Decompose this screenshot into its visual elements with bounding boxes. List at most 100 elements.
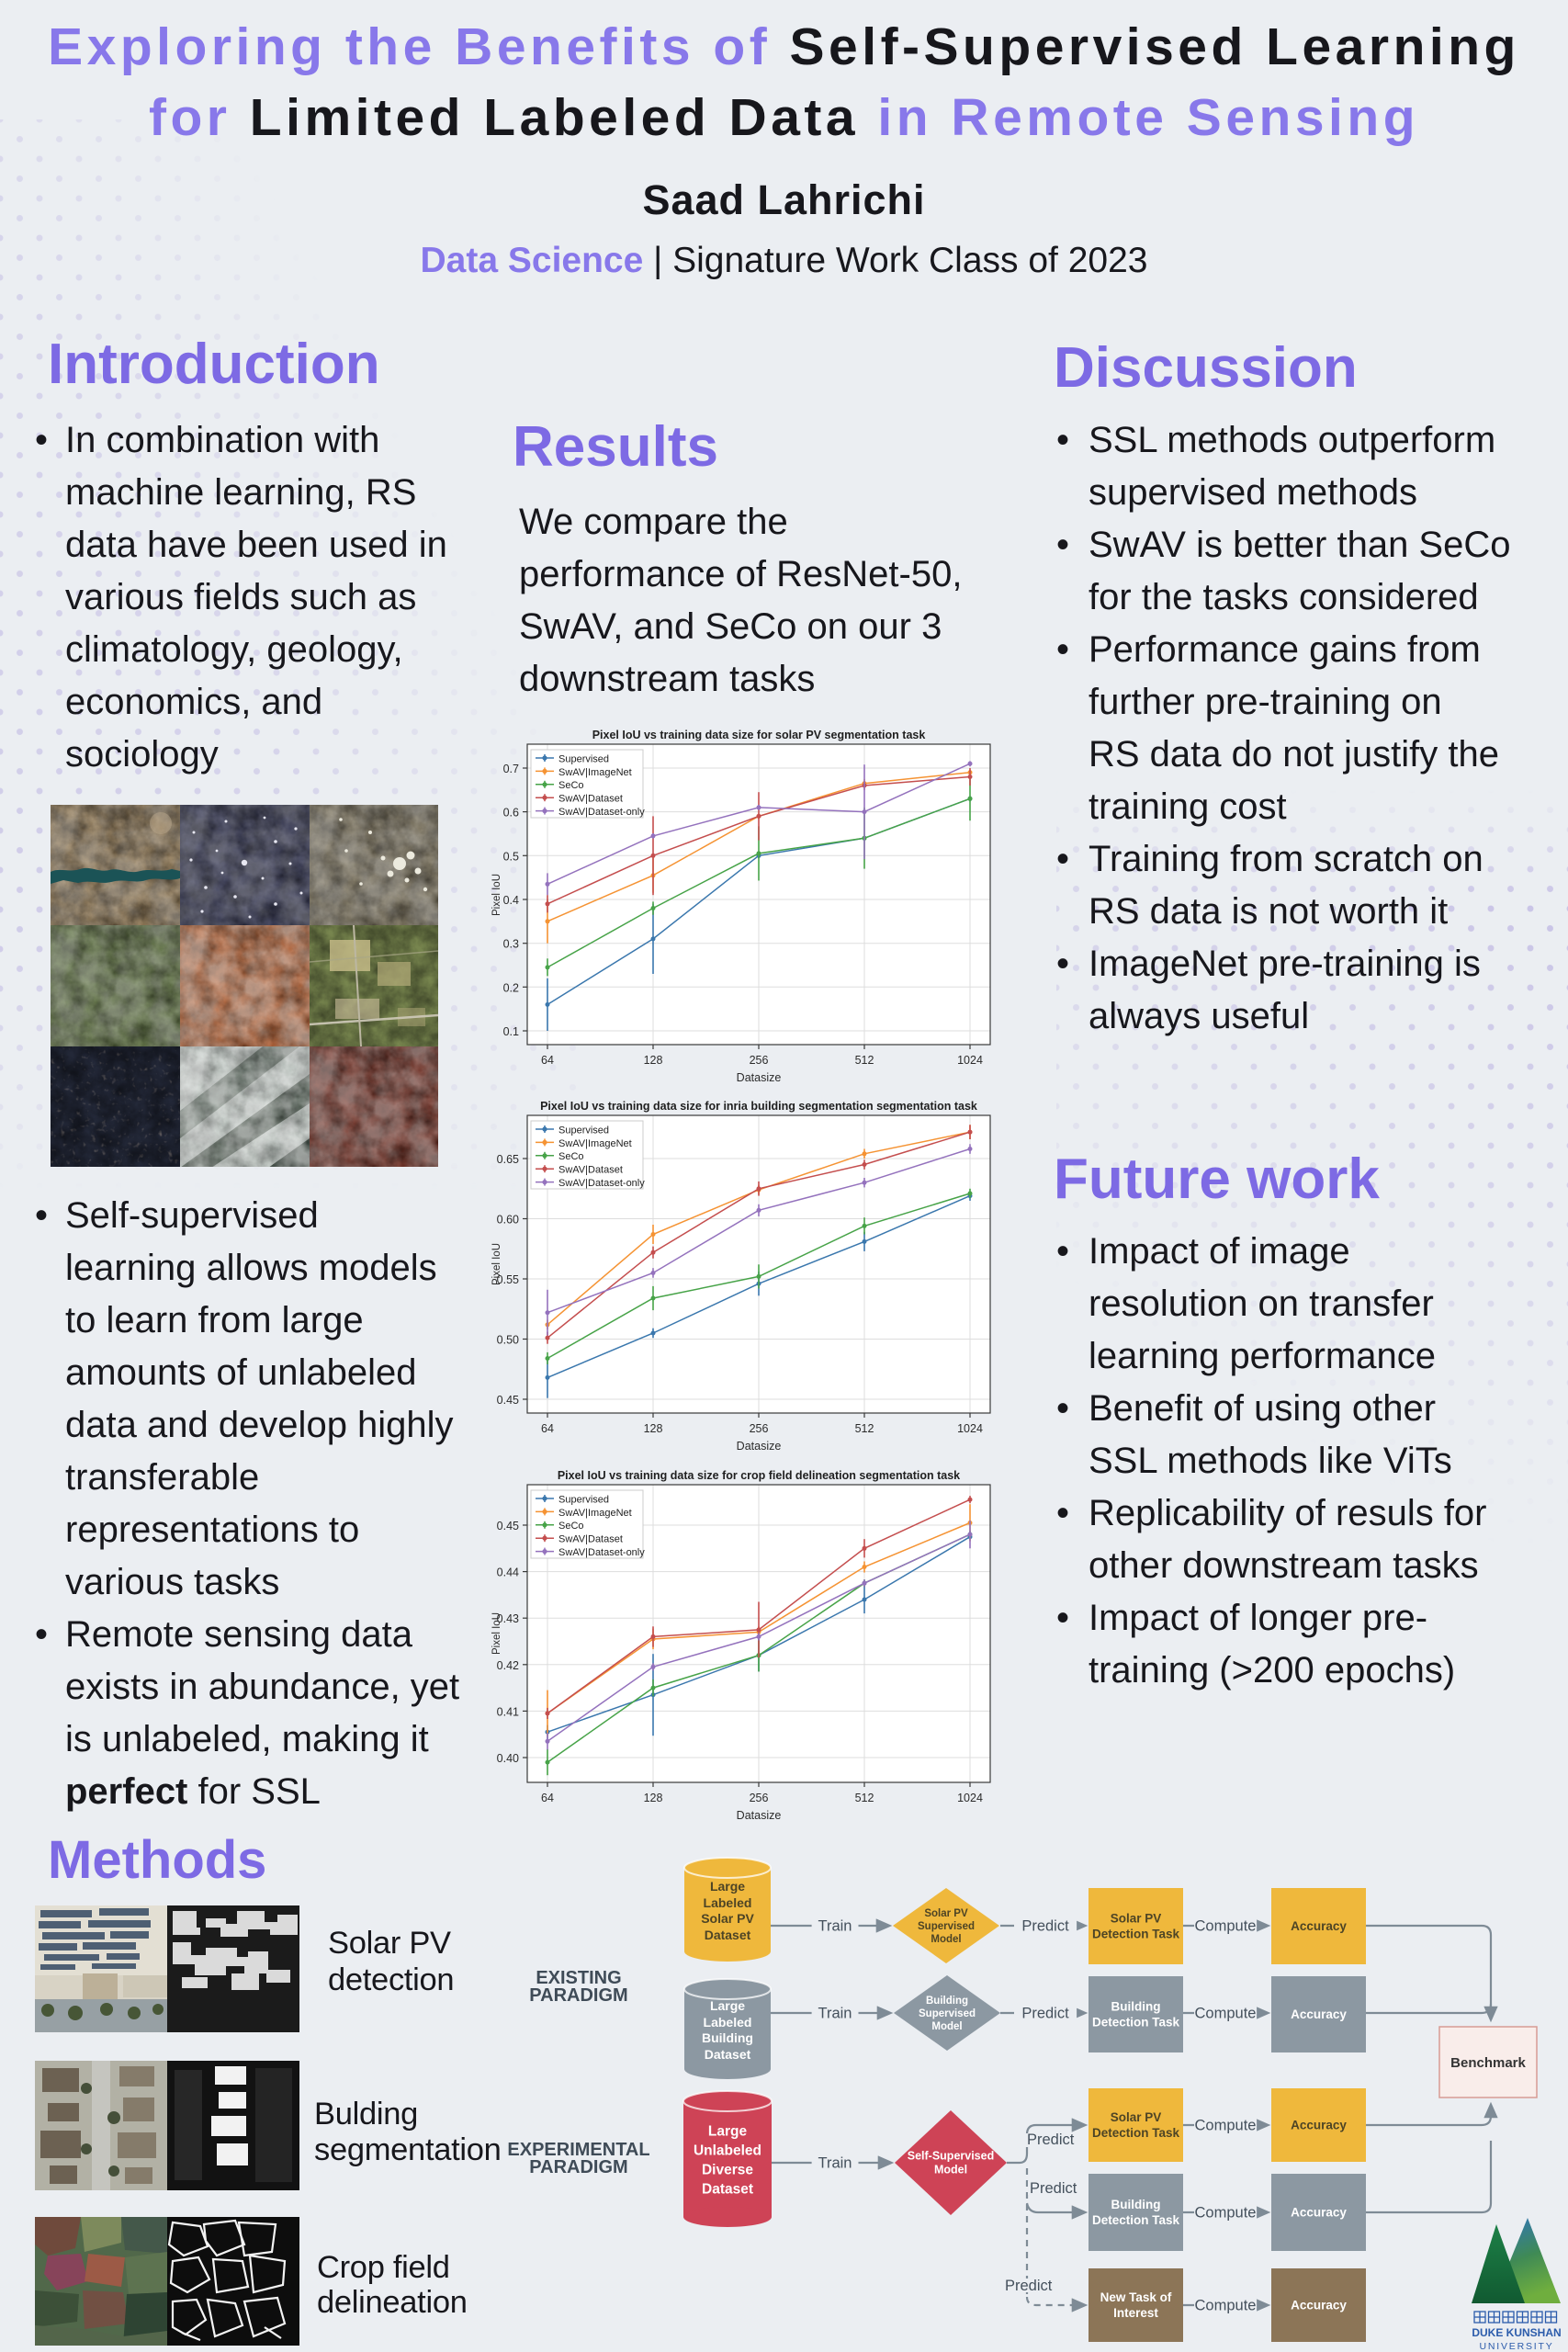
svg-text:Pixel IoU: Pixel IoU xyxy=(491,1612,502,1655)
svg-text:64: 64 xyxy=(541,1422,554,1435)
svg-text:256: 256 xyxy=(750,1422,769,1435)
svg-text:512: 512 xyxy=(855,1054,874,1067)
svg-text:SeCo: SeCo xyxy=(558,1521,584,1532)
svg-text:Building: Building xyxy=(1111,2000,1161,2014)
svg-text:Building: Building xyxy=(1111,2198,1161,2211)
svg-text:0.55: 0.55 xyxy=(497,1273,519,1286)
svg-text:0.60: 0.60 xyxy=(497,1214,519,1227)
svg-text:SwAV|Dataset-only: SwAV|Dataset-only xyxy=(558,807,645,818)
svg-text:0.2: 0.2 xyxy=(503,981,519,994)
svg-text:0.3: 0.3 xyxy=(503,938,519,951)
svg-text:0.7: 0.7 xyxy=(503,763,519,775)
svg-text:Solar PV: Solar PV xyxy=(924,1908,968,1919)
svg-text:1024: 1024 xyxy=(957,1422,983,1435)
svg-text:Accuracy: Accuracy xyxy=(1291,1919,1347,1933)
svg-text:Large: Large xyxy=(708,2124,748,2140)
svg-text:0.50: 0.50 xyxy=(497,1334,519,1347)
svg-text:0.5: 0.5 xyxy=(503,850,519,863)
svg-text:0.1: 0.1 xyxy=(503,1025,519,1038)
svg-text:SwAV|Dataset: SwAV|Dataset xyxy=(558,794,623,805)
svg-text:Compute: Compute xyxy=(1195,2006,1257,2022)
svg-text:Supervised: Supervised xyxy=(558,1494,609,1505)
svg-text:Compute: Compute xyxy=(1195,2118,1257,2134)
svg-text:Datasize: Datasize xyxy=(737,1440,782,1453)
svg-text:Pixel IoU vs training data siz: Pixel IoU vs training data size for sola… xyxy=(592,729,926,741)
svg-text:Compute: Compute xyxy=(1195,2298,1257,2314)
svg-text:Compute: Compute xyxy=(1195,2205,1257,2222)
svg-text:Accuracy: Accuracy xyxy=(1291,2299,1347,2312)
svg-text:0.65: 0.65 xyxy=(497,1153,519,1166)
svg-text:Datasize: Datasize xyxy=(737,1809,782,1822)
svg-text:0.45: 0.45 xyxy=(497,1520,519,1532)
svg-text:Supervised: Supervised xyxy=(558,753,609,764)
svg-text:Predict: Predict xyxy=(1021,2006,1069,2022)
svg-text:SeCo: SeCo xyxy=(558,1151,584,1162)
svg-text:0.42: 0.42 xyxy=(497,1659,519,1672)
svg-text:Predict: Predict xyxy=(1005,2278,1053,2294)
svg-text:Model: Model xyxy=(931,1934,961,1945)
svg-text:DUKE KUNSHAN: DUKE KUNSHAN xyxy=(1472,2326,1561,2339)
svg-text:Predict: Predict xyxy=(1021,1918,1069,1935)
svg-text:Self-Supervised: Self-Supervised xyxy=(908,2150,994,2163)
svg-text:Large: Large xyxy=(710,1879,745,1894)
svg-text:Accuracy: Accuracy xyxy=(1291,2119,1347,2132)
svg-text:SwAV|Dataset-only: SwAV|Dataset-only xyxy=(558,1547,645,1558)
svg-text:SeCo: SeCo xyxy=(558,780,584,791)
svg-text:Dataset: Dataset xyxy=(705,1928,751,1942)
svg-text:Pixel IoU vs training data siz: Pixel IoU vs training data size for crop… xyxy=(558,1469,960,1482)
svg-text:Detection Task: Detection Task xyxy=(1092,2126,1180,2140)
svg-text:Pixel IoU: Pixel IoU xyxy=(491,874,502,916)
svg-text:512: 512 xyxy=(855,1422,874,1435)
svg-text:256: 256 xyxy=(750,1054,769,1067)
svg-text:SwAV|Dataset: SwAV|Dataset xyxy=(558,1165,623,1176)
svg-text:Labeled: Labeled xyxy=(704,2015,752,2030)
svg-text:New Task of: New Task of xyxy=(1100,2290,1172,2304)
svg-text:Pixel IoU vs training data siz: Pixel IoU vs training data size for inri… xyxy=(540,1100,977,1113)
svg-text:SwAV|Dataset-only: SwAV|Dataset-only xyxy=(558,1178,645,1189)
svg-text:128: 128 xyxy=(644,1054,663,1067)
svg-text:Solar PV: Solar PV xyxy=(1111,2110,1162,2124)
svg-text:Compute: Compute xyxy=(1195,1918,1257,1935)
svg-text:Model: Model xyxy=(934,2164,967,2177)
svg-text:Unlabeled: Unlabeled xyxy=(694,2143,761,2159)
svg-text:0.41: 0.41 xyxy=(497,1705,519,1718)
svg-text:Datasize: Datasize xyxy=(737,1071,782,1084)
svg-text:128: 128 xyxy=(644,1792,663,1804)
svg-text:0.4: 0.4 xyxy=(503,894,519,907)
svg-text:0.6: 0.6 xyxy=(503,807,519,820)
svg-text:Labeled: Labeled xyxy=(704,1895,752,1910)
svg-text:Building: Building xyxy=(702,2030,753,2045)
svg-text:Train: Train xyxy=(818,2155,852,2172)
svg-text:Train: Train xyxy=(818,1918,852,1935)
svg-text:Supervised: Supervised xyxy=(919,2008,976,2019)
svg-text:Accuracy: Accuracy xyxy=(1291,2007,1347,2021)
svg-text:Dataset: Dataset xyxy=(702,2182,753,2198)
svg-text:Detection Task: Detection Task xyxy=(1092,1928,1180,1941)
svg-text:SwAV|ImageNet: SwAV|ImageNet xyxy=(558,767,632,778)
svg-text:Benchmark: Benchmark xyxy=(1450,2055,1526,2071)
svg-text:0.40: 0.40 xyxy=(497,1752,519,1765)
svg-text:SwAV|Dataset: SwAV|Dataset xyxy=(558,1534,623,1545)
svg-text:Large: Large xyxy=(710,1998,745,2013)
svg-text:1024: 1024 xyxy=(957,1792,983,1804)
svg-text:UNIVERSITY: UNIVERSITY xyxy=(1479,2341,1553,2352)
svg-text:Building: Building xyxy=(926,1996,968,2007)
svg-text:Interest: Interest xyxy=(1113,2306,1158,2320)
svg-text:64: 64 xyxy=(541,1054,554,1067)
svg-text:Solar PV: Solar PV xyxy=(1111,1912,1162,1926)
svg-text:SwAV|ImageNet: SwAV|ImageNet xyxy=(558,1138,632,1149)
svg-text:Predict: Predict xyxy=(1027,2132,1075,2148)
svg-text:0.45: 0.45 xyxy=(497,1394,519,1407)
svg-text:Supervised: Supervised xyxy=(918,1921,975,1932)
svg-text:Supervised: Supervised xyxy=(558,1125,609,1136)
svg-text:Accuracy: Accuracy xyxy=(1291,2206,1347,2220)
svg-text:64: 64 xyxy=(541,1792,554,1804)
svg-text:Train: Train xyxy=(818,2006,852,2022)
svg-text:Dataset: Dataset xyxy=(705,2047,751,2062)
svg-text:Diverse: Diverse xyxy=(702,2163,753,2178)
svg-text:0.43: 0.43 xyxy=(497,1612,519,1625)
svg-text:128: 128 xyxy=(644,1422,663,1435)
svg-text:Pixel IoU: Pixel IoU xyxy=(491,1243,502,1285)
svg-text:1024: 1024 xyxy=(957,1054,983,1067)
svg-text:512: 512 xyxy=(855,1792,874,1804)
